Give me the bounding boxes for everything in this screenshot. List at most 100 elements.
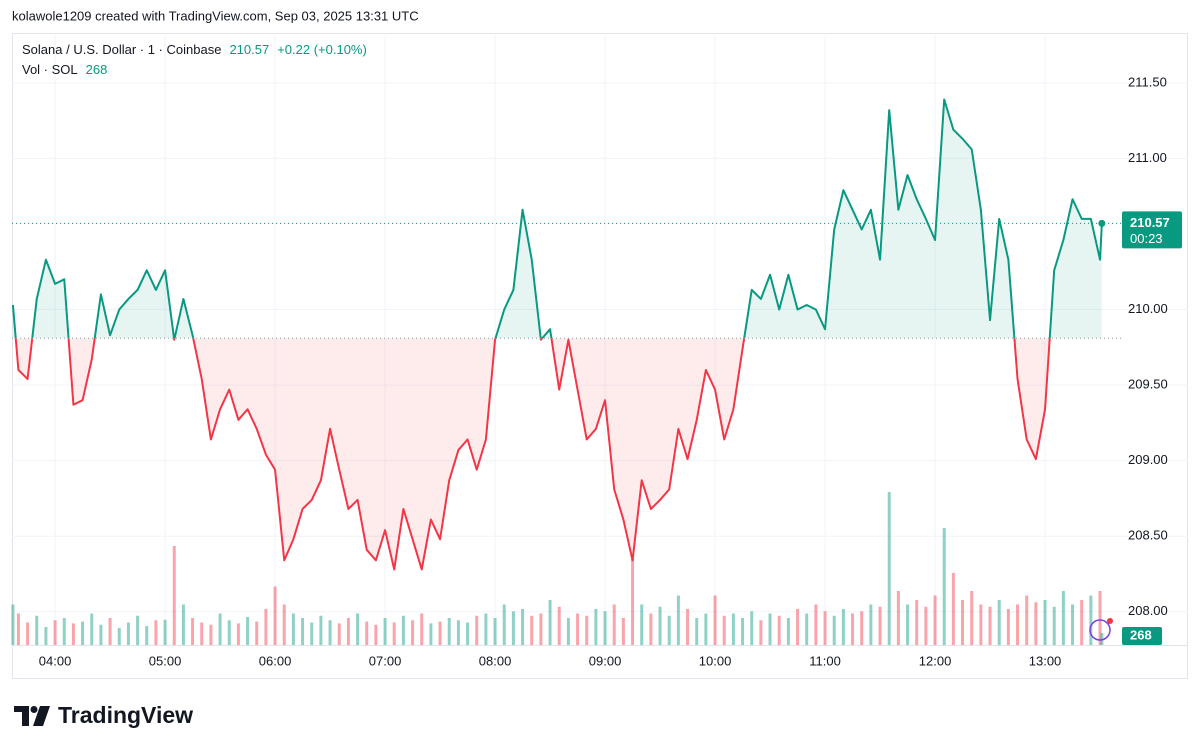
logo-t (14, 706, 29, 726)
volume-bar (777, 615, 781, 645)
volume-bar (704, 613, 708, 645)
x-tick-label: 09:00 (589, 653, 622, 668)
volume-bar (81, 621, 85, 645)
volume-bar (594, 609, 598, 645)
volume-bar (181, 604, 185, 645)
volume-bar (906, 604, 910, 645)
volume-bar (722, 615, 726, 645)
volume-bar (365, 621, 369, 645)
volume-bar (356, 613, 360, 645)
volume-bar (420, 613, 424, 645)
volume-bar (988, 606, 992, 645)
volume-bar (612, 604, 616, 645)
volume-bar (631, 555, 635, 645)
legend-volume-row: Vol · SOL 268 (22, 62, 107, 77)
x-tick-label: 10:00 (699, 653, 732, 668)
x-tick-label: 04:00 (39, 653, 72, 668)
volume-bar (301, 618, 305, 645)
volume-bar (62, 618, 66, 645)
volume-bar (686, 609, 690, 645)
volume-bar (200, 622, 204, 645)
volume-bar (896, 591, 900, 645)
volume-bar (539, 613, 543, 645)
x-tick-label: 11:00 (809, 653, 841, 668)
volume-bar (924, 606, 928, 645)
fill-layer (12, 99, 1102, 570)
volume-bar (291, 613, 295, 645)
x-tick-label: 05:00 (149, 653, 182, 668)
volume-bar (1080, 600, 1084, 645)
volume-bar (282, 604, 286, 645)
volume-bar (145, 626, 149, 645)
volume-label: 268 (1130, 627, 1152, 642)
volume-bar (117, 627, 121, 645)
volume-bar (731, 613, 735, 645)
volume-bar (191, 618, 195, 645)
volume-bar (750, 611, 754, 645)
header-text: kolawole1209 created with TradingView.co… (12, 8, 419, 23)
volume-bar (695, 618, 699, 645)
grid (12, 33, 1188, 645)
y-tick-label: 211.50 (1128, 74, 1167, 89)
volume-bar (970, 591, 974, 645)
volume-bar (805, 613, 809, 645)
volume-bar (676, 595, 680, 645)
volume-bar (246, 617, 250, 645)
volume-bar (99, 624, 103, 645)
volume-bar (961, 600, 965, 645)
volume-bar (1100, 632, 1104, 645)
volume-bar (429, 623, 433, 645)
volume-bar (878, 606, 882, 645)
volume-bar (887, 492, 891, 645)
volume-bar (53, 620, 57, 645)
volume-bar (796, 609, 800, 645)
volume-bar (649, 613, 653, 645)
volume-layer (11, 492, 1104, 645)
price-label: 210.57 (1130, 215, 1170, 230)
volume-bar (759, 620, 763, 645)
x-tick-label: 12:00 (919, 653, 952, 668)
volume-bar (90, 613, 94, 645)
line-layer (12, 98, 1122, 571)
volume-bar (768, 613, 772, 645)
volume-bar (933, 595, 937, 645)
volume-bar (11, 604, 15, 645)
price-label-box (1122, 211, 1182, 249)
volume-bar (997, 600, 1001, 645)
volume-bar (1052, 606, 1056, 645)
volume-bar (585, 615, 589, 645)
volume-bar (713, 595, 717, 645)
legend-title-row: Solana / U.S. Dollar · 1 · Coinbase 210.5… (22, 42, 367, 57)
volume-bar (640, 604, 644, 645)
volume-bar (126, 622, 130, 645)
volume-bar (35, 615, 39, 645)
logo-slash (33, 706, 50, 726)
volume-bar (456, 620, 460, 645)
volume-bar (814, 604, 818, 645)
countdown-label: 00:23 (1130, 231, 1163, 246)
volume-bar (1006, 609, 1010, 645)
volume-bar (741, 618, 745, 645)
x-tick-label: 07:00 (369, 653, 402, 668)
volume-bar (942, 528, 946, 645)
legend-volume-value: 268 (86, 62, 108, 77)
legend-volume-label: Vol · SOL (22, 62, 78, 77)
x-tick-label: 13:00 (1029, 653, 1062, 668)
y-tick-label: 208.50 (1128, 528, 1168, 543)
volume-bar (44, 627, 48, 645)
volume-bar (860, 611, 864, 645)
price-line (14, 338, 1051, 571)
volume-bar (915, 600, 919, 645)
volume-bar (273, 586, 277, 645)
volume-bar (1025, 595, 1029, 645)
axes: 04:00 05:00 06:00 07:00 08:00 09:00 10:00 11:00… (39, 74, 1182, 668)
y-tick-label: 208.00 (1128, 603, 1168, 618)
volume-bar (310, 622, 314, 645)
volume-bar (136, 615, 140, 645)
volume-bar (530, 615, 534, 645)
legend-change: +0.22 (+0.10%) (277, 42, 367, 57)
last-point (1098, 219, 1106, 227)
assistant-icon[interactable] (1089, 619, 1111, 641)
legend-price: 210.57 (229, 42, 269, 57)
